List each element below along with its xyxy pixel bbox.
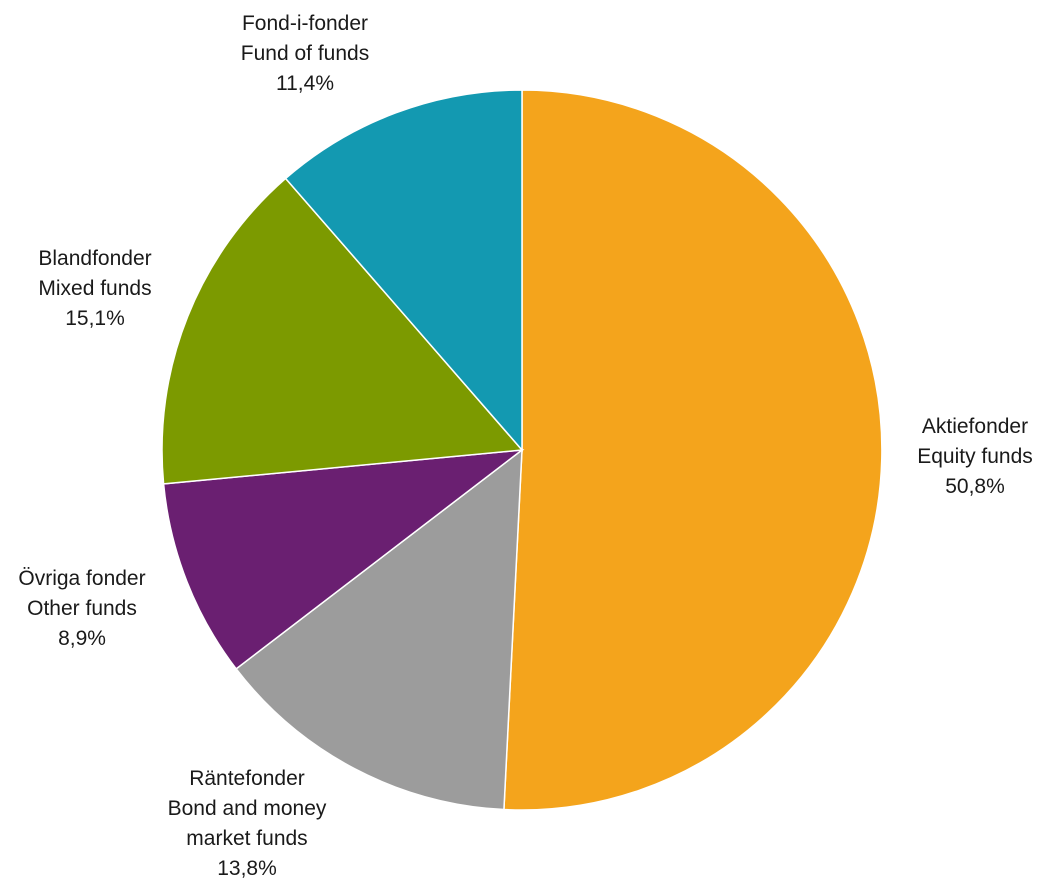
value-label-bond: 13,8%: [217, 857, 277, 880]
slice-label-fof: Fond-i-fonder Fund of funds 11,4%: [241, 12, 369, 95]
category-label-mixed-line-2: Mixed funds: [38, 277, 151, 300]
category-label-bond-line-1: Räntefonder: [189, 767, 305, 790]
slice-label-other: Övriga fonder Other funds 8,9%: [18, 567, 145, 650]
pie-slice-fof: [284, 89, 523, 453]
category-label-fof-line-2: Fund of funds: [241, 42, 369, 65]
pie-slice-equity: [503, 89, 883, 811]
category-label-equity-line-2: Equity funds: [917, 445, 1033, 468]
pie-slice-other: [162, 449, 525, 670]
slice-label-mixed: Blandfonder Mixed funds 15,1%: [38, 247, 151, 330]
value-label-mixed: 15,1%: [65, 307, 125, 330]
pie-labels: Aktiefonder Equity funds 50,8% Räntefonder B…: [18, 12, 1032, 880]
value-label-fof: 11,4%: [276, 72, 334, 95]
category-label-mixed-line-1: Blandfonder: [38, 247, 151, 270]
pie-slice-mixed: [161, 177, 524, 485]
slice-label-equity: Aktiefonder Equity funds 50,8%: [917, 415, 1033, 498]
category-label-bond-line-2: Bond and money: [168, 797, 327, 820]
value-label-equity: 50,8%: [945, 475, 1005, 498]
pie-slice-bond: [235, 448, 523, 811]
category-label-other-line-1: Övriga fonder: [18, 567, 145, 590]
category-label-equity-line-1: Aktiefonder: [922, 415, 1028, 438]
category-label-other-line-2: Other funds: [27, 597, 137, 620]
value-label-other: 8,9%: [58, 627, 106, 650]
slice-label-bond: Räntefonder Bond and money market funds 13,…: [168, 767, 327, 880]
category-label-bond-line-3: market funds: [186, 827, 307, 850]
category-label-fof-line-1: Fond-i-fonder: [242, 12, 368, 35]
pie-slices: [161, 89, 883, 811]
